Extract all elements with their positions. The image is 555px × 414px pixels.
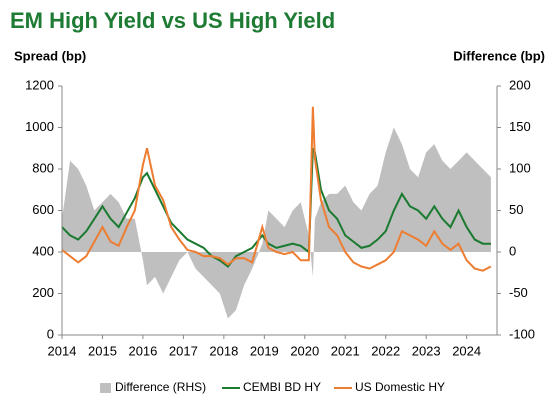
x-tick-label: 2019 (250, 343, 279, 358)
y-tick-label: 800 (32, 160, 54, 175)
x-tick-label: 2023 (412, 343, 441, 358)
chart-title: EM High Yield vs US High Yield (10, 8, 335, 33)
y2-tick-label: -100 (509, 326, 535, 341)
y2-tick-label: 100 (509, 160, 531, 175)
y2-tick-label: 0 (509, 243, 516, 258)
series-line (61, 147, 491, 268)
y-tick-label: 400 (32, 243, 54, 258)
legend-label: Difference (RHS) (115, 380, 206, 394)
x-tick-label: 2018 (209, 343, 238, 358)
legend-label: CEMBI BD HY (243, 380, 321, 394)
y2-tick-label: 50 (509, 202, 523, 217)
x-tick-label: 2022 (371, 343, 400, 358)
x-tick-label: 2017 (169, 343, 198, 358)
x-tick-label: 2016 (128, 343, 157, 358)
x-tick-label: 2024 (452, 343, 481, 358)
y-tick-label: 1200 (25, 77, 54, 92)
x-tick-label: 2021 (331, 343, 360, 358)
series-line (61, 106, 492, 272)
y2-tick-label: 200 (509, 77, 531, 92)
x-tick-label: 2014 (48, 343, 77, 358)
y2-tick-label: -50 (509, 285, 528, 300)
y-axis-title: Spread (bp) (14, 48, 86, 63)
legend-swatch (100, 383, 111, 393)
legend-label: US Domestic HY (355, 380, 445, 394)
y2-tick-label: 150 (509, 119, 531, 134)
y-tick-label: 200 (32, 285, 54, 300)
y-tick-label: 600 (32, 202, 54, 217)
x-tick-label: 2020 (290, 343, 319, 358)
y2-axis-title: Difference (bp) (453, 48, 545, 63)
x-tick-label: 2015 (88, 343, 117, 358)
difference-area (62, 127, 491, 319)
y-tick-label: 0 (47, 326, 54, 341)
y-tick-label: 1000 (25, 119, 54, 134)
